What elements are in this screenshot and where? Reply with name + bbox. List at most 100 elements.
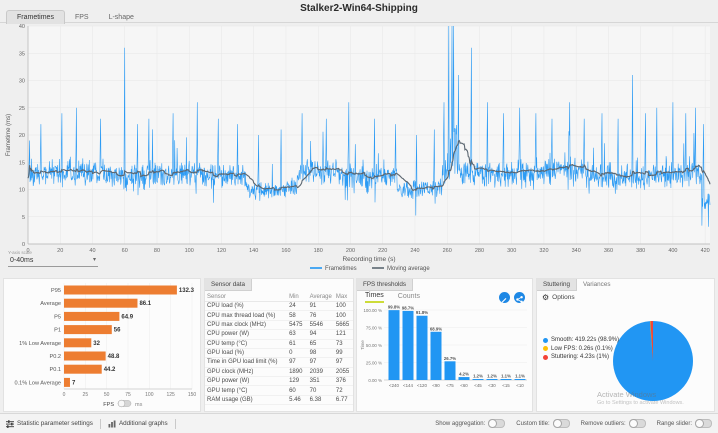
svg-text:40: 40 (19, 24, 25, 30)
table-row: CPU max thread load (%) 58 76 100 (205, 310, 353, 321)
sensor-data-panel: Sensor data Sensor Min Average Max CPU load… (204, 278, 354, 412)
svg-text:240: 240 (410, 248, 419, 254)
pencil-icon (501, 298, 507, 303)
tabs-divider (0, 22, 718, 23)
svg-text:<90: <90 (432, 383, 440, 388)
options-label: Options (552, 294, 575, 301)
svg-text:FPS: FPS (103, 402, 114, 408)
tab-sensor-data[interactable]: Sensor data (205, 279, 252, 291)
svg-text:400: 400 (668, 248, 677, 254)
bottom-toolbar: Statistic parameter settings Additional … (0, 413, 718, 433)
svg-text:200: 200 (346, 248, 355, 254)
pie-legend: Smooth: 419.22s (98.9%) Low FPS: 0.26s (0… (543, 337, 619, 363)
tab-fps-thresholds[interactable]: FPS thresholds (357, 279, 414, 291)
svg-text:ms: ms (135, 402, 143, 408)
subtab-times[interactable]: Times (365, 292, 384, 303)
tab-frametimes[interactable]: Frametimes (6, 10, 65, 24)
svg-text:1% Low Average: 1% Low Average (19, 341, 61, 347)
svg-text:10: 10 (19, 188, 25, 194)
unit-toggle[interactable]: FPS ms (103, 399, 143, 408)
share-icon (516, 296, 523, 303)
svg-text:1.2%: 1.2% (487, 374, 497, 379)
fps-thresholds-chart: 0.00 % 25.00 % 50.00 % 75.00 % 100.00 % Time 9… (360, 305, 527, 388)
edit-thresholds-button[interactable] (499, 292, 510, 303)
subtab-counts[interactable]: Counts (397, 293, 420, 300)
table-row: GPU power (W) 129 351 376 (205, 376, 353, 387)
svg-text:0: 0 (26, 248, 29, 254)
show-aggregation-toggle[interactable] (488, 419, 506, 428)
moving-average-series (27, 139, 711, 192)
svg-text:1.1%: 1.1% (501, 374, 511, 379)
y-axis-scale-value: 0-40ms (10, 257, 34, 264)
svg-text:30: 30 (19, 79, 25, 85)
chart-icon (108, 420, 116, 427)
chart-tabs: Frametimes FPS L-shape (6, 10, 144, 24)
tab-stuttering[interactable]: Stuttering (537, 279, 577, 291)
svg-text:<120: <120 (417, 383, 427, 388)
svg-text:25: 25 (19, 106, 25, 112)
table-row: GPU temp (°C) 60 70 72 (205, 385, 353, 396)
activate-windows-watermark: Activate Windows (597, 390, 657, 399)
y-axis-scale-label: Y-axis scale (8, 250, 32, 255)
range-slider-label: Range slider: (656, 420, 692, 427)
svg-text:Frametimes: Frametimes (325, 266, 357, 272)
svg-text:26.7%: 26.7% (444, 356, 456, 361)
svg-text:P0.2: P0.2 (49, 354, 61, 360)
tab-l-shape[interactable]: L-shape (108, 14, 134, 21)
range-slider-toggle[interactable] (695, 419, 712, 428)
frametimes-series (27, 25, 711, 227)
y-axis-title: Time (360, 340, 365, 350)
y-axis-scale-dropdown[interactable]: Y-axis scale 0-40ms ▾ (8, 250, 98, 267)
svg-text:15: 15 (19, 160, 25, 166)
activate-windows-watermark-line2: Go to Settings to activate Windows. (597, 400, 684, 406)
svg-text:220: 220 (378, 248, 387, 254)
svg-text:<240: <240 (389, 383, 399, 388)
stuttering-pie-chart (613, 321, 693, 401)
svg-text:68.9%: 68.9% (430, 326, 442, 331)
svg-text:98.7%: 98.7% (402, 305, 414, 310)
show-aggregation-label: Show aggregation: (435, 420, 486, 427)
svg-text:P1: P1 (54, 328, 61, 334)
svg-text:0: 0 (22, 242, 25, 248)
svg-text:125: 125 (166, 392, 175, 398)
column-header: Max (333, 292, 353, 302)
svg-text:<10: <10 (516, 383, 524, 388)
legend-item: Low FPS: 0.26s (0.1%) (543, 346, 619, 352)
tab-variances[interactable]: Variances (582, 281, 611, 288)
stuttering-options-button[interactable]: ⚙ Options (537, 291, 714, 304)
svg-text:20: 20 (19, 133, 25, 139)
svg-text:<30: <30 (488, 383, 496, 388)
stat-bars: P95 132.3 Average 86.1 P5 64.9 P1 56 1% Low Aver… (14, 285, 195, 387)
svg-text:86.1: 86.1 (139, 301, 151, 307)
table-row: CPU temp (°C) 61 65 73 (205, 339, 353, 349)
column-header: Average (307, 292, 334, 302)
svg-text:132.3: 132.3 (179, 288, 195, 294)
share-button[interactable] (514, 292, 525, 303)
svg-text:7: 7 (72, 380, 76, 386)
additional-graphs-label: Additional graphs (118, 420, 168, 427)
table-row: GPU load (%) 0 98 99 (205, 348, 353, 359)
svg-text:<15: <15 (502, 383, 510, 388)
x-axis-title: Recording time (s) (342, 256, 395, 263)
svg-text:280: 280 (475, 248, 484, 254)
custom-title-toggle[interactable] (552, 419, 570, 428)
svg-text:150: 150 (188, 392, 197, 398)
chart-legend: Frametimes Moving average (310, 266, 430, 272)
svg-text:5: 5 (22, 215, 25, 221)
table-row: Time in GPU load limit (%) 97 97 97 (205, 357, 353, 368)
fps-statistics-panel: 0 25 50 75 100 125 150 P95 132.3 Average 86.1 P5 64.… (3, 278, 201, 412)
svg-text:64.9: 64.9 (121, 314, 133, 320)
additional-graphs-button[interactable]: Additional graphs (108, 420, 168, 428)
svg-text:1.1%: 1.1% (515, 374, 525, 379)
svg-text:56: 56 (114, 328, 121, 334)
svg-text:0: 0 (63, 392, 66, 398)
fps-thresholds-panel: FPS thresholds Times Counts 0.00 % 25.00 … (356, 278, 533, 412)
legend-dot (543, 354, 548, 360)
svg-text:75: 75 (125, 392, 131, 398)
tab-fps[interactable]: FPS (74, 14, 89, 21)
svg-text:P5: P5 (54, 314, 61, 320)
statistic-parameter-settings-button[interactable]: Statistic parameter settings (6, 419, 93, 428)
remove-outliers-toggle[interactable] (628, 419, 646, 428)
